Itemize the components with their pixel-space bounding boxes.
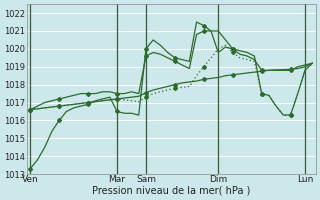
X-axis label: Pression niveau de la mer( hPa ): Pression niveau de la mer( hPa ) [92, 186, 251, 196]
